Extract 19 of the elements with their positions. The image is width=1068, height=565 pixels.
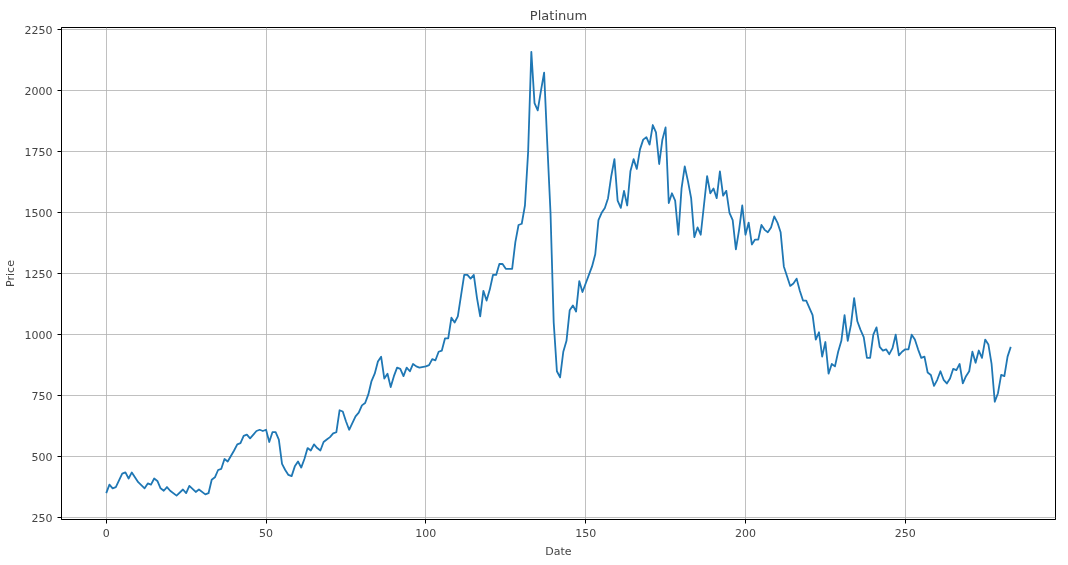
x-tick-label: 50 (259, 526, 274, 540)
y-tick-label: 2000 (24, 84, 53, 98)
x-tick-label: 0 (102, 526, 110, 540)
y-axis-title: Price (3, 259, 17, 287)
x-axis-title: Date (545, 544, 572, 558)
y-tick-label: 500 (31, 450, 53, 464)
y-tick-label: 1000 (24, 328, 53, 342)
y-tick-label: 250 (31, 511, 53, 525)
chart-title: Platinum (529, 7, 588, 23)
x-tick-label: 100 (415, 526, 437, 540)
y-tick-label: 1750 (24, 145, 53, 159)
x-tick-label: 150 (575, 526, 597, 540)
y-tick-label: 1500 (24, 206, 53, 220)
x-tick-label: 200 (734, 526, 756, 540)
y-tick-label: 750 (31, 389, 53, 403)
x-tick-label: 250 (894, 526, 916, 540)
y-tick-label: 2250 (24, 23, 53, 37)
line-series (105, 50, 1012, 497)
y-tick-label: 1250 (24, 267, 53, 281)
